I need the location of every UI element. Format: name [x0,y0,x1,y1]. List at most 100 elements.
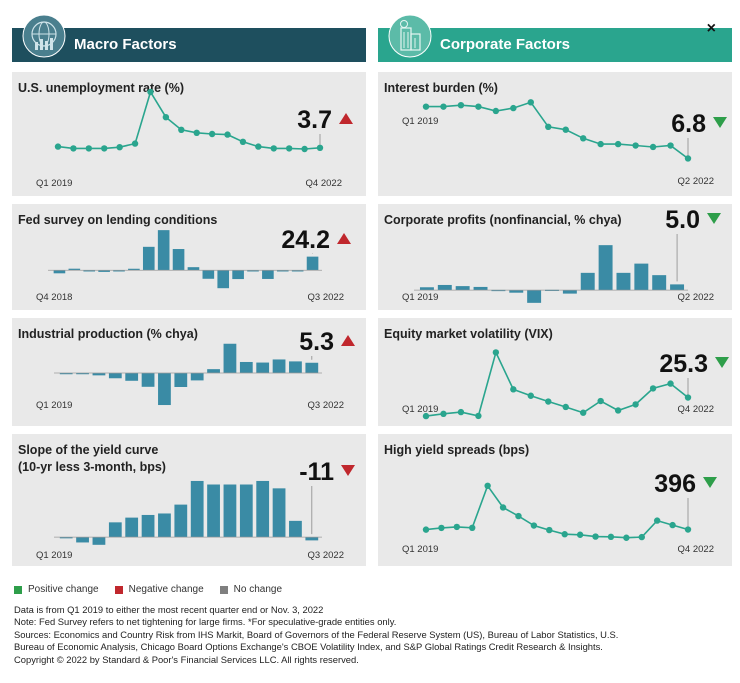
change-down-icon [715,357,729,368]
data-point [193,129,200,136]
bar [53,270,66,274]
data-point [178,126,185,133]
macro-header: Macro Factors [12,14,366,62]
bar [68,268,81,271]
data-point [499,504,507,511]
data-point [453,523,461,531]
bar [473,286,488,291]
start-period-label: Q1 2019 [36,178,72,189]
data-point [580,409,587,416]
data-point [527,392,534,399]
bar [670,284,685,291]
end-period-label: Q2 2022 [678,176,714,187]
series-line [426,101,689,160]
start-period-label: Q4 2018 [36,292,72,303]
end-period-label: Q3 2022 [308,292,344,303]
panel-high-yield-spreads: High yield spreads (bps) 396 Q1 2019 Q4 202… [378,434,732,566]
chart-corp_profits: Corporate profits (nonfinancial, % chya)… [384,206,721,303]
bar [125,517,139,538]
data-point [475,412,482,420]
current-value: 25.3 [659,350,708,378]
data-point [131,140,139,147]
data-point [85,145,93,152]
panel-yield-curve: Slope of the yield curve (10-yr less 3-mo… [12,434,366,566]
legend-positive: Positive change [14,584,99,595]
data-point [492,349,500,356]
chart-title: Corporate profits (nonfinancial, % chya) [384,213,622,227]
bar [256,362,270,374]
legend-nochange-label: No change [233,584,283,595]
bar [59,373,73,375]
bar [455,286,470,291]
chart-title: High yield spreads (bps) [384,443,529,457]
bar [92,537,106,545]
data-point [545,398,552,405]
footnote-note: Note: Fed Survey refers to net tightenin… [14,616,397,628]
bar [158,373,171,406]
bar [190,373,204,381]
bar [223,343,237,374]
current-value: 5.0 [665,206,700,234]
bar [174,504,188,538]
bar [125,373,139,381]
bar [76,537,89,543]
end-period-label: Q4 2022 [678,544,714,555]
data-point [255,143,262,150]
data-point [457,408,465,416]
data-point [653,517,661,524]
bar [141,373,155,387]
panel-industrial-production: Industrial production (% chya) 5.3 Q1 2019… [12,318,366,426]
change-down-icon [341,465,355,476]
bar [92,373,106,376]
data-point [546,526,553,534]
data-point [597,397,604,405]
change-down-icon [707,213,721,224]
data-point [422,526,430,533]
bar [256,480,270,538]
current-value: 6.8 [671,110,706,138]
footnote-data-range: Data is from Q1 2019 to either the most … [14,604,324,615]
start-period-label: Q1 2019 [402,404,438,415]
chart-title: Equity market volatility (VIX) [384,327,553,341]
legend-negative-swatch [114,585,123,594]
bar [262,270,274,279]
data-point [649,143,657,151]
start-period-label: Q1 2019 [36,400,72,411]
bar [83,270,96,272]
data-point [632,401,639,408]
data-point [510,386,517,393]
data-point [147,88,154,96]
data-point [510,104,517,112]
macro-header-title: Macro Factors [74,36,177,53]
chart-title: Slope of the yield curve [18,443,158,457]
series-line [57,90,321,150]
bar [509,290,524,293]
start-period-label: Q1 2019 [402,292,438,303]
corporate-header: Corporate Factors [378,14,732,62]
panel-fed-survey: Fed survey on lending conditions 24.2 Q4 2… [12,204,366,310]
current-value: 5.3 [299,328,334,356]
data-point [440,410,447,418]
bar [527,290,542,303]
data-point [592,533,599,540]
bar [616,272,631,291]
bar [239,361,253,374]
data-point [669,521,676,529]
chart-unemployment: U.S. unemployment rate (%) 3.7 Q1 2019 Q4 2… [18,81,353,189]
chart-yield_curve: Slope of the yield curve (10-yr less 3-mo… [18,443,355,561]
panel-unemployment: U.S. unemployment rate (%) 3.7 Q1 2019 Q4 2… [12,72,366,196]
building-icon [388,14,432,58]
bar [157,230,170,271]
footnote-sources-cont: Bureau of Economic Analysis, Chicago Boa… [14,641,603,653]
panel-interest-burden: Interest burden (%) 6.8 Q1 2019 Q2 2022 [378,72,732,196]
data-point [270,145,277,152]
data-point [632,142,639,149]
data-point [623,534,630,541]
footnote-copyright: Copyright © 2022 by Standard & Poor's Fi… [14,653,359,665]
chart-industrial: Industrial production (% chya) 5.3 Q1 2019… [18,327,355,411]
close-icon[interactable]: × [706,20,716,37]
current-value: 24.2 [281,226,330,254]
bar [276,270,289,272]
bar [634,263,649,291]
data-point [562,126,569,133]
